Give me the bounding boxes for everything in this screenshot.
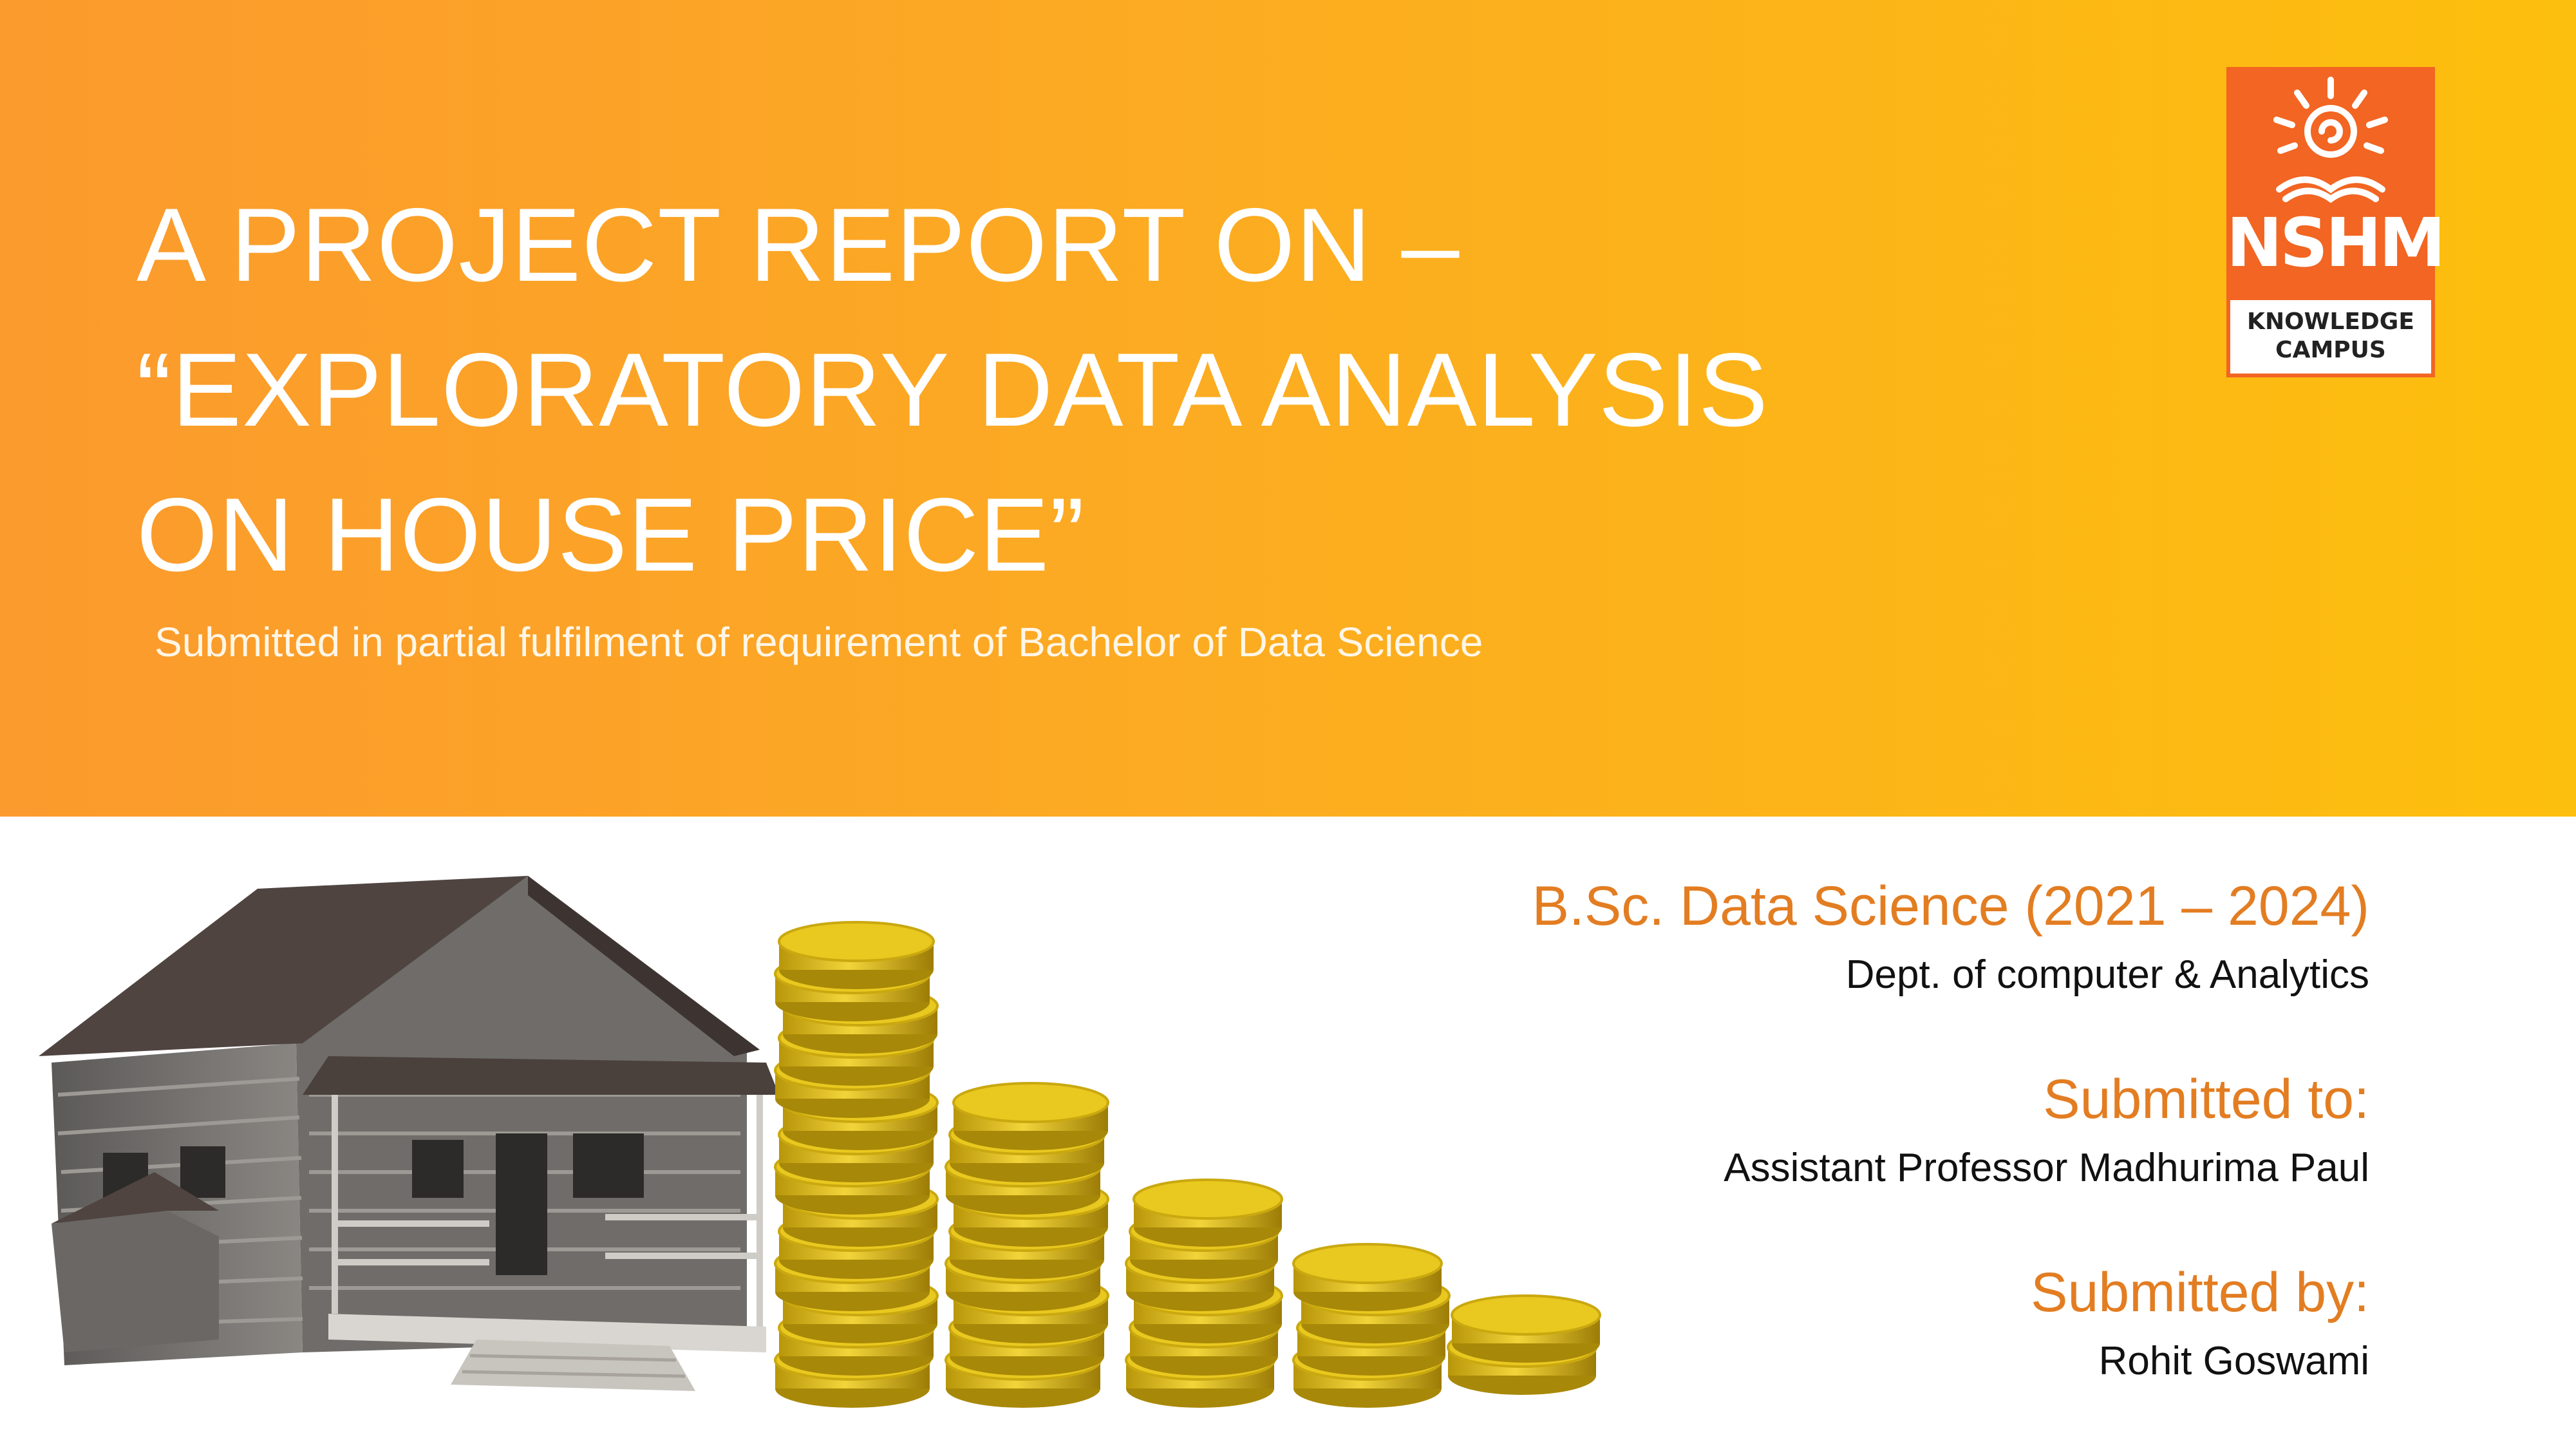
course-name: B.Sc. Data Science (2021 – 2024) [1532,875,2369,937]
house-and-coins-illustration [39,876,1601,1408]
title-line-2: “EXPLORATORY DATA ANALYSIS [136,332,1769,448]
submitted-by-name: Rohit Goswami [2098,1339,2369,1383]
submitted-by-label: Submitted by: [2031,1262,2369,1323]
title-line-3: ON HOUSE PRICE” [136,477,1086,593]
title-banner: A PROJECT REPORT ON – “EXPLORATORY DATA … [0,0,2576,817]
coin-stacks-icon [774,921,1601,1408]
department-name: Dept. of computer & Analytics [1845,952,2369,997]
house-icon [39,876,779,1391]
logo-tagline-2: CAMPUS [2275,337,2386,363]
logo-tagline-box: KNOWLEDGE CAMPUS [2230,300,2431,374]
submitted-to-name: Assistant Professor Madhurima Paul [1724,1146,2369,1190]
submitted-to-label: Submitted to: [2043,1068,2369,1130]
nshm-logo: NSHM KNOWLEDGE CAMPUS [2226,67,2445,377]
logo-brand-text: NSHM [2226,204,2445,282]
report-subtitle: Submitted in partial fulfilment of requi… [155,619,1483,665]
report-title: A PROJECT REPORT ON – “EXPLORATORY DATA … [136,173,1769,607]
sun-book-icon [2273,77,2388,204]
logo-tagline-1: KNOWLEDGE [2247,308,2414,335]
title-line-1: A PROJECT REPORT ON – [136,187,1460,303]
